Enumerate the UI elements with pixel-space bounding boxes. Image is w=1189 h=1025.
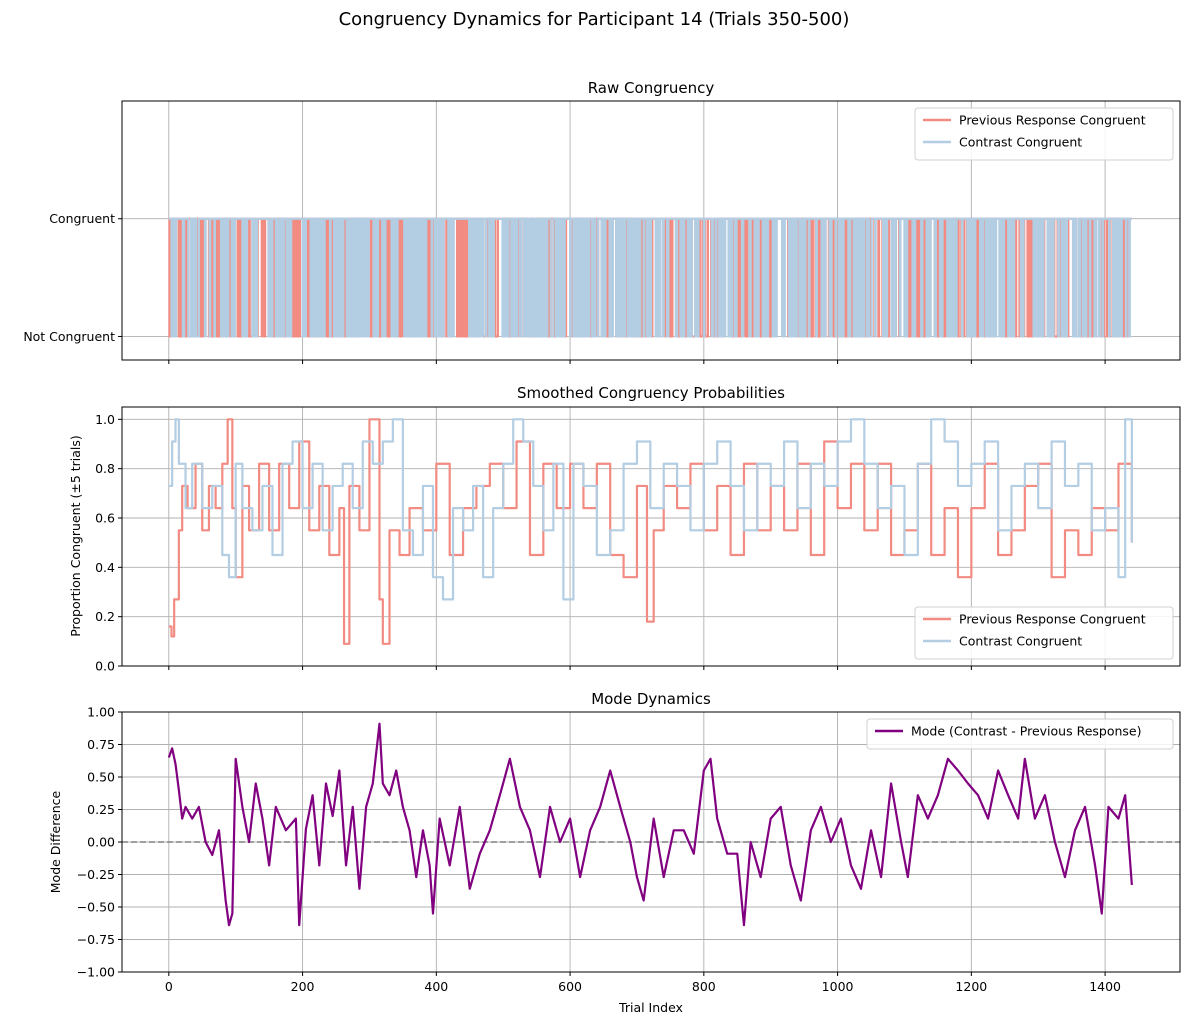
x-tick-label: 600 — [558, 979, 582, 994]
x-axis-label: Trial Index — [618, 1000, 683, 1015]
y-tick-label: 0.2 — [95, 609, 115, 624]
legend-label: Mode (Contrast - Previous Response) — [911, 724, 1142, 739]
legend-box — [914, 107, 1174, 161]
plot-area — [168, 418, 1133, 645]
y-axis-label: Mode Difference — [48, 790, 63, 893]
y-tick-label: Not Congruent — [23, 329, 115, 344]
y-tick-labels: Not Congruent Congruent — [23, 211, 122, 344]
legend-box — [914, 606, 1174, 660]
x-tick-label: 200 — [291, 979, 315, 994]
series-line-1 — [168, 418, 1133, 645]
smoothed-probabilities-panel: Smoothed Congruency Probabilities Propor… — [68, 384, 1181, 674]
y-tick-label: 0.8 — [95, 461, 115, 476]
legend-box — [866, 718, 1174, 750]
plot-area — [168, 217, 1133, 338]
y-tick-label: 0.6 — [95, 511, 115, 526]
panel-title: Raw Congruency — [588, 79, 715, 97]
y-tick-label: 0.50 — [87, 770, 115, 785]
x-tick-label: 1400 — [1089, 979, 1121, 994]
y-tick-label: 0.25 — [87, 802, 115, 817]
x-tick-label: 400 — [424, 979, 448, 994]
legend-label: Contrast Congruent — [959, 634, 1082, 649]
y-tick-label: 0.75 — [87, 737, 115, 752]
y-tick-label: −0.75 — [77, 932, 115, 947]
y-tick-label: −1.00 — [77, 965, 115, 980]
panel-title: Mode Dynamics — [591, 690, 711, 708]
y-tick-label: 1.00 — [87, 705, 115, 720]
plot-area — [122, 722, 1180, 927]
series-line-2 — [168, 217, 1133, 338]
axes-frame — [121, 406, 1181, 667]
legend-label: Previous Response Congruent — [959, 113, 1146, 128]
y-tick-label: −0.25 — [77, 867, 115, 882]
legend: Previous Response Congruent Contrast Cong… — [914, 606, 1174, 660]
x-tick-marks — [168, 360, 1106, 364]
y-tick-labels: −1.00 −0.75 −0.50 −0.25 0.00 0.25 0.50 0.75 1.00 — [77, 705, 122, 980]
axes-frame — [121, 100, 1181, 361]
x-tick-label: 1000 — [822, 979, 854, 994]
y-tick-labels: 0.0 0.2 0.4 0.6 0.8 1.0 — [95, 412, 122, 674]
grid — [122, 407, 1180, 667]
x-tick-label: 1200 — [955, 979, 987, 994]
y-tick-label: −0.50 — [77, 900, 115, 915]
series-line-1 — [167, 722, 1133, 927]
y-tick-label: 0.00 — [87, 835, 115, 850]
y-tick-label: 1.0 — [95, 412, 115, 427]
panel-title: Smoothed Congruency Probabilities — [517, 384, 785, 402]
y-tick-label: 0.0 — [95, 659, 115, 674]
x-tick-label: 0 — [165, 979, 173, 994]
raw-congruency-panel: Raw Congruency Not Congruent Congruent Pr… — [23, 79, 1181, 364]
legend-label: Previous Response Congruent — [959, 612, 1146, 627]
legend: Previous Response Congruent Contrast Cong… — [914, 107, 1174, 161]
series-line-2 — [168, 418, 1133, 601]
x-tick-labels: 0 200 400 600 800 1000 1200 1400 — [165, 972, 1121, 994]
x-tick-label: 800 — [692, 979, 716, 994]
figure-title: Congruency Dynamics for Participant 14 (… — [339, 9, 850, 30]
y-tick-label: Congruent — [49, 211, 115, 226]
y-axis-label: Proportion Congruent (±5 trials) — [68, 435, 83, 637]
x-tick-marks — [168, 666, 1106, 670]
legend-label: Contrast Congruent — [959, 135, 1082, 150]
legend: Mode (Contrast - Previous Response) — [866, 718, 1174, 750]
mode-dynamics-panel: Mode Dynamics Mode Difference Trial Inde… — [48, 690, 1181, 1015]
y-tick-label: 0.4 — [95, 560, 115, 575]
